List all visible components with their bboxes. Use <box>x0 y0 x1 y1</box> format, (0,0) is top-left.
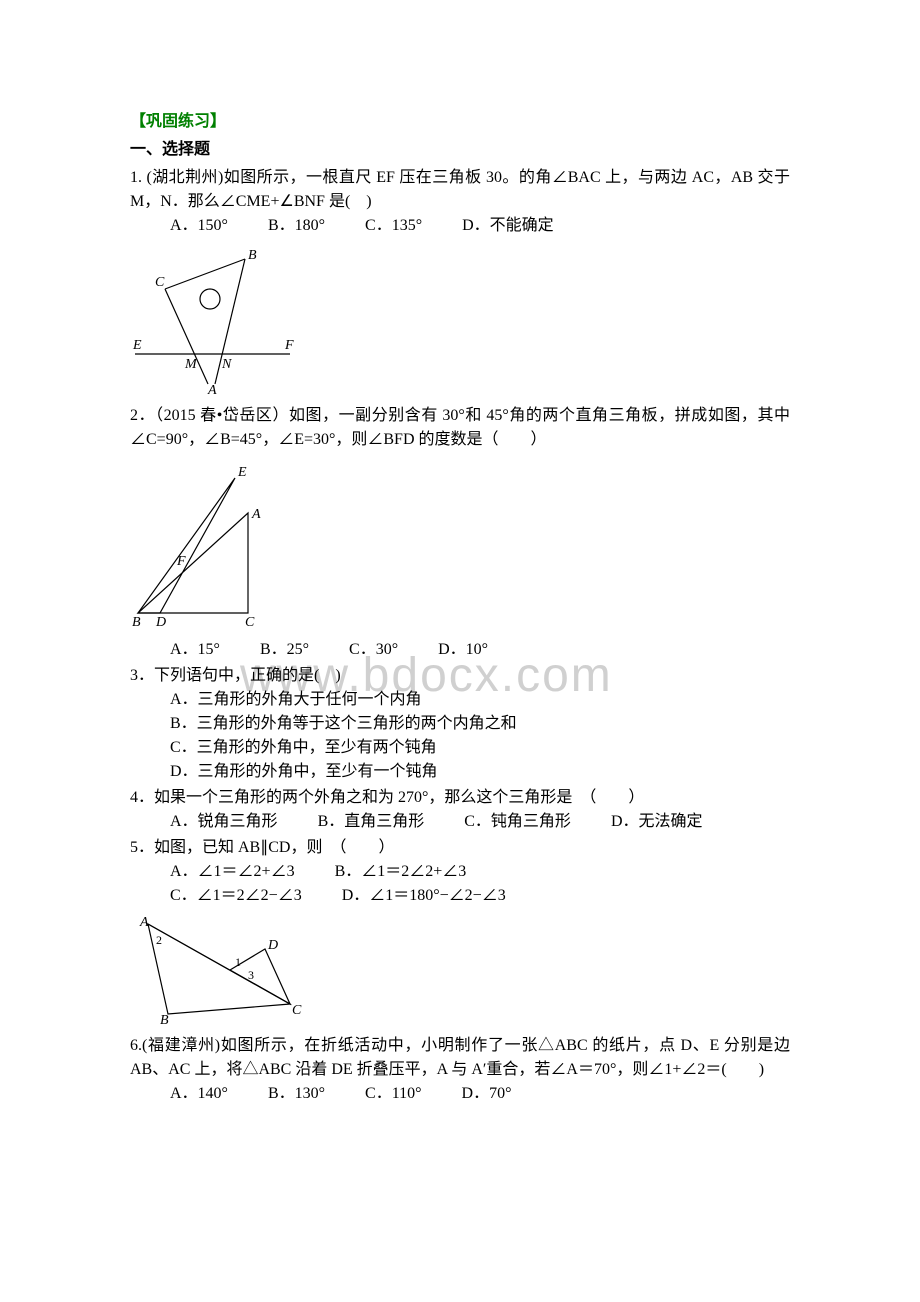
svg-text:M: M <box>184 357 198 372</box>
q2-option-d: D．10° <box>438 638 488 662</box>
q1-option-c: C．135° <box>365 214 422 238</box>
svg-text:F: F <box>176 554 186 569</box>
svg-text:C: C <box>245 615 255 628</box>
q5-option-b: B．∠1＝2∠2+∠3 <box>335 860 467 884</box>
section-1-header: 一、选择题 <box>130 138 790 162</box>
q4-option-d: D．无法确定 <box>611 810 703 834</box>
svg-text:N: N <box>221 357 232 372</box>
q5-option-d: D．∠1＝180°−∠2−∠3 <box>342 884 506 908</box>
svg-text:E: E <box>132 338 142 353</box>
question-1-text: 1. (湖北荆州)如图所示，一根直尺 EF 压在三角板 30。的角∠BAC 上，… <box>130 166 790 214</box>
question-6: 6.(福建漳州)如图所示，在折纸活动中，小明制作了一张△ABC 的纸片，点 D、… <box>130 1034 790 1106</box>
svg-text:C: C <box>155 275 165 290</box>
svg-text:A: A <box>251 507 261 522</box>
q6-option-a: A．140° <box>170 1082 228 1106</box>
svg-text:3: 3 <box>248 968 254 982</box>
q3-option-a: A．三角形的外角大于任何一个内角 <box>170 688 790 712</box>
q1-option-d: D．不能确定 <box>462 214 554 238</box>
q4-option-c: C．钝角三角形 <box>464 810 571 834</box>
svg-text:C: C <box>292 1003 302 1018</box>
q6-option-b: B．130° <box>268 1082 325 1106</box>
svg-text:1: 1 <box>235 955 241 969</box>
question-2: 2．（2015 春•岱岳区）如图，一副分别含有 30°和 45°角的两个直角三角… <box>130 404 790 662</box>
q6-option-d: D．70° <box>462 1082 512 1106</box>
svg-text:B: B <box>132 615 141 628</box>
q3-option-b: B．三角形的外角等于这个三角形的两个内角之和 <box>170 712 790 736</box>
svg-text:2: 2 <box>156 933 162 947</box>
question-4: 4．如果一个三角形的两个外角之和为 270°，那么这个三角形是 （ ） A．锐角… <box>130 786 790 834</box>
practice-header: 【巩固练习】 <box>130 110 790 134</box>
q2-option-b: B．25° <box>260 638 309 662</box>
q2-figure: B D C F A E <box>130 458 790 628</box>
q3-option-c: C．三角形的外角中，至少有两个钝角 <box>170 736 790 760</box>
svg-text:E: E <box>237 465 247 480</box>
question-5: 5．如图，已知 AB∥CD，则 （ ） A．∠1＝∠2+∠3 B．∠1＝2∠2+… <box>130 836 790 1024</box>
q5-option-a: A．∠1＝∠2+∠3 <box>170 860 295 884</box>
question-3-text: 3．下列语句中，正确的是( ) <box>130 664 790 688</box>
question-4-text: 4．如果一个三角形的两个外角之和为 270°，那么这个三角形是 （ ） <box>130 786 790 810</box>
question-6-text: 6.(福建漳州)如图所示，在折纸活动中，小明制作了一张△ABC 的纸片，点 D、… <box>130 1034 790 1082</box>
svg-text:D: D <box>155 615 166 628</box>
q5-option-c: C．∠1＝2∠2−∠3 <box>170 884 302 908</box>
q2-option-a: A．15° <box>170 638 220 662</box>
q4-option-a: A．锐角三角形 <box>170 810 278 834</box>
question-5-text: 5．如图，已知 AB∥CD，则 （ ） <box>130 836 790 860</box>
q6-option-c: C．110° <box>365 1082 421 1106</box>
q2-option-c: C．30° <box>349 638 398 662</box>
question-3: 3．下列语句中，正确的是( ) A．三角形的外角大于任何一个内角 B．三角形的外… <box>130 664 790 784</box>
q1-figure: E M N F C B A <box>130 244 790 394</box>
svg-text:A: A <box>207 383 217 394</box>
svg-text:D: D <box>267 938 278 953</box>
q3-option-d: D．三角形的外角中，至少有一个钝角 <box>170 760 790 784</box>
question-1: 1. (湖北荆州)如图所示，一根直尺 EF 压在三角板 30。的角∠BAC 上，… <box>130 166 790 394</box>
q1-option-a: A．150° <box>170 214 228 238</box>
question-2-text: 2．（2015 春•岱岳区）如图，一副分别含有 30°和 45°角的两个直角三角… <box>130 404 790 452</box>
q4-option-b: B．直角三角形 <box>318 810 425 834</box>
svg-text:A: A <box>139 915 149 930</box>
svg-text:B: B <box>160 1013 169 1024</box>
svg-text:F: F <box>284 338 294 353</box>
q5-figure: A B C D 2 1 3 <box>130 914 790 1024</box>
svg-text:B: B <box>248 248 257 263</box>
q1-option-b: B．180° <box>268 214 325 238</box>
